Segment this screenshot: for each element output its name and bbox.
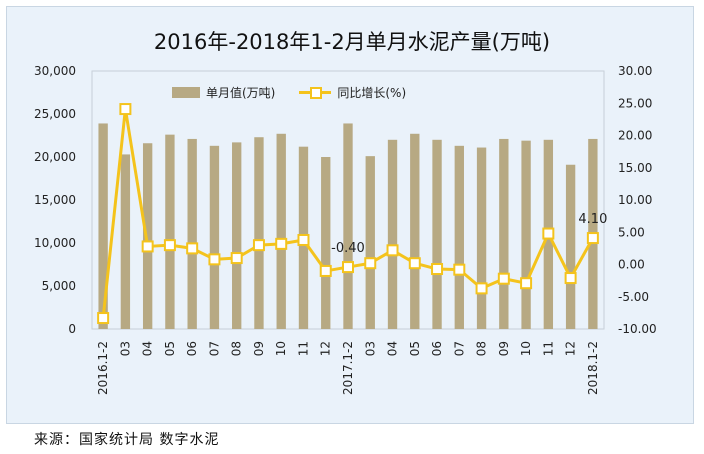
bar [254, 137, 264, 329]
line-marker [386, 244, 399, 257]
legend-line-swatch [299, 86, 332, 99]
legend-bar-swatch [172, 86, 200, 98]
y-right-tick-label: 30.00 [618, 64, 652, 78]
bar [142, 143, 153, 329]
line-marker [141, 240, 154, 253]
x-tick-label: 06 [185, 341, 199, 356]
bar [209, 145, 220, 329]
line-marker [252, 239, 265, 252]
x-tick-label: 06 [430, 341, 444, 356]
bar [387, 139, 398, 329]
x-tick-label: 11 [541, 341, 555, 356]
x-tick-label: 2017.1-2 [341, 341, 355, 395]
line-marker [431, 263, 444, 276]
x-tick-label: 03 [118, 341, 132, 356]
line-marker [275, 237, 288, 250]
bar [343, 123, 353, 330]
line-marker [342, 261, 354, 274]
bar [98, 123, 108, 330]
line-marker [208, 253, 221, 266]
x-tick-label: 08 [230, 341, 244, 356]
y-right-tick-label: 5.00 [618, 225, 645, 239]
bar [476, 147, 487, 329]
x-tick-label: 10 [274, 341, 288, 356]
source-note: 来源：国家统计局 数字水泥 [34, 432, 220, 448]
y-right-tick-label: 0.00 [618, 258, 645, 272]
x-tick-label: 09 [497, 341, 511, 356]
legend-label-bar: 单月值(万吨) [206, 85, 276, 100]
x-tick-label: 12 [564, 341, 578, 356]
line-marker [119, 103, 132, 116]
y-left-tick-label: 25,000 [34, 107, 76, 121]
data-label: -0.40 [331, 241, 365, 256]
bar [165, 134, 175, 329]
bars [98, 123, 598, 330]
x-tick-label: 05 [163, 341, 177, 356]
x-tick-label: 04 [386, 341, 400, 356]
x-tick-label: 08 [475, 341, 489, 356]
line-marker [163, 239, 176, 252]
x-tick-label: 2018.1-2 [586, 341, 600, 395]
legend-label-line: 同比增长(%) [337, 85, 407, 100]
bar [365, 156, 375, 329]
chart-legend: 单月值(万吨) 同比增长(%) [172, 82, 430, 102]
y-right-tick-label: -10.00 [618, 322, 657, 336]
growth-line [97, 103, 599, 325]
y-right-tick-label: 25.00 [618, 96, 652, 110]
line-marker [542, 227, 555, 240]
line-marker [97, 312, 110, 325]
bar [410, 133, 420, 329]
y-left-tick-label: 5,000 [42, 279, 76, 293]
bar [521, 140, 531, 329]
line-marker [364, 257, 377, 270]
y-left-tick-label: 20,000 [34, 150, 76, 164]
line-marker [319, 264, 332, 277]
x-tick-label: 12 [319, 341, 333, 356]
line-marker [453, 263, 466, 276]
x-tick-label: 03 [363, 341, 377, 356]
bar [276, 133, 286, 329]
y-right-tick-label: 10.00 [618, 193, 652, 207]
line-marker [408, 257, 421, 270]
y-left-tick-label: 15,000 [34, 193, 76, 207]
x-tick-label: 04 [141, 341, 155, 356]
y-right-tick-label: -5.00 [618, 290, 649, 304]
x-tick-label: 07 [452, 341, 466, 356]
legend-item-line: 同比增长(%) [299, 84, 406, 101]
line-marker [186, 242, 199, 255]
x-tick-label: 10 [519, 341, 533, 356]
line-marker [475, 282, 488, 295]
line-marker [497, 272, 510, 285]
x-tick-label: 05 [408, 341, 422, 356]
x-tick-label: 2016.1-2 [96, 341, 110, 395]
y-left-tick-label: 0 [68, 322, 76, 336]
tick-labels: 0 5,000 10,000 15,000 20,000 25,000 30,000 -10.… [34, 64, 657, 395]
legend-item-bar: 单月值(万吨) [172, 84, 275, 101]
y-left-tick-label: 10,000 [34, 236, 76, 250]
bar [187, 138, 197, 329]
chart-title: 2016年-2018年1-2月单月水泥产量(万吨) [153, 30, 551, 54]
y-right-tick-label: 20.00 [618, 129, 652, 143]
bar [454, 145, 464, 329]
bar [232, 142, 242, 329]
bar [565, 164, 576, 329]
x-tick-label: 09 [252, 341, 266, 356]
line-marker [297, 233, 310, 246]
x-tick-label: 07 [207, 341, 221, 356]
line-marker [520, 277, 533, 290]
line-marker [564, 272, 577, 285]
bar [120, 154, 131, 329]
data-label: 4.10 [578, 212, 607, 227]
line-marker [230, 252, 243, 265]
y-left-tick-label: 30,000 [34, 64, 76, 78]
bar [432, 139, 442, 329]
bar [499, 138, 509, 329]
x-tick-label: 11 [296, 341, 310, 356]
line-marker [586, 232, 599, 245]
y-right-tick-label: 15.00 [618, 161, 652, 175]
bar [321, 157, 331, 329]
